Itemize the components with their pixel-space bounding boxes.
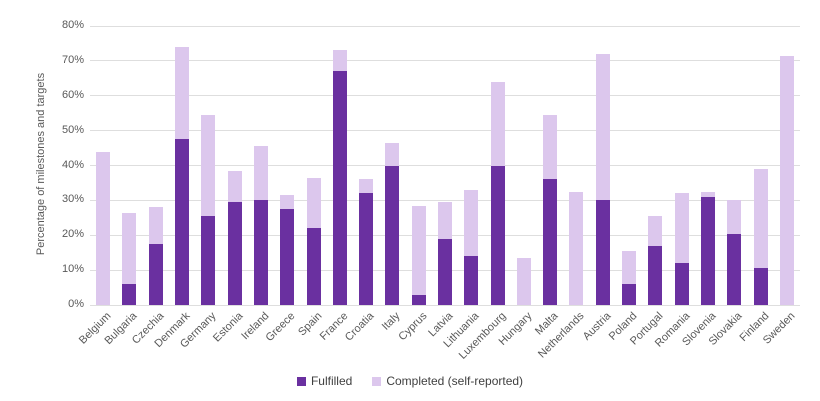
bar-fulfilled-malta bbox=[543, 179, 558, 305]
bar-group-croatia bbox=[353, 26, 379, 305]
y-tick-label-10%: 10% bbox=[61, 263, 84, 276]
legend: Fulfilled Completed (self-reported) bbox=[0, 374, 820, 388]
bar-fulfilled-portugal bbox=[648, 245, 663, 305]
bar-group-hungary bbox=[511, 26, 537, 305]
y-tick-label-20%: 20% bbox=[61, 228, 84, 241]
gridline-40% bbox=[90, 165, 800, 166]
gridline-0% bbox=[90, 304, 800, 306]
bar-fulfilled-spain bbox=[306, 228, 321, 305]
bar-fulfilled-ireland bbox=[253, 200, 268, 305]
legend-item-fulfilled: Fulfilled bbox=[296, 374, 353, 388]
bar-fulfilled-lithuania bbox=[464, 256, 479, 305]
bar-fulfilled-romania bbox=[674, 263, 689, 305]
y-tick-label-60%: 60% bbox=[61, 88, 84, 101]
bar-group-denmark bbox=[169, 26, 195, 305]
y-tick-label-50%: 50% bbox=[61, 123, 84, 136]
bar-completed-hungary bbox=[516, 257, 531, 305]
bar-group-poland bbox=[616, 26, 642, 305]
bar-group-greece bbox=[274, 26, 300, 305]
bar-fulfilled-czechia bbox=[148, 243, 163, 305]
bar-completed-sweden bbox=[779, 55, 794, 305]
gridline-60% bbox=[90, 95, 800, 97]
bar-group-italy bbox=[379, 26, 405, 305]
bar-group-germany bbox=[195, 26, 221, 305]
bar-group-latvia bbox=[432, 26, 458, 305]
bar-fulfilled-estonia bbox=[227, 202, 242, 305]
bar-completed-cyprus bbox=[411, 205, 426, 305]
legend-label-completed: Completed (self-reported) bbox=[386, 374, 524, 388]
gridline-50% bbox=[90, 130, 800, 132]
bar-group-austria bbox=[590, 26, 616, 305]
bar-fulfilled-italy bbox=[385, 165, 400, 305]
bar-group-bulgaria bbox=[116, 26, 142, 305]
bar-group-france bbox=[327, 26, 353, 305]
bar-fulfilled-slovakia bbox=[727, 233, 742, 305]
bar-fulfilled-croatia bbox=[359, 193, 374, 305]
bar-group-luxembourg bbox=[484, 26, 510, 305]
bar-fulfilled-denmark bbox=[175, 139, 190, 305]
bar-group-belgium bbox=[90, 26, 116, 305]
bar-fulfilled-slovenia bbox=[700, 196, 715, 305]
bar-fulfilled-austria bbox=[595, 200, 610, 305]
bar-fulfilled-greece bbox=[280, 209, 295, 305]
plot-area bbox=[90, 25, 800, 306]
bar-completed-belgium bbox=[96, 151, 111, 305]
bar-group-romania bbox=[669, 26, 695, 305]
bar-group-estonia bbox=[221, 26, 247, 305]
bar-group-finland bbox=[747, 26, 773, 305]
bar-completed-bulgaria bbox=[122, 212, 137, 305]
legend-swatch-fulfilled bbox=[296, 376, 306, 386]
bar-fulfilled-latvia bbox=[437, 238, 452, 305]
bar-group-slovenia bbox=[695, 26, 721, 305]
y-tick-label-70%: 70% bbox=[61, 53, 84, 66]
bar-fulfilled-poland bbox=[622, 284, 637, 305]
bar-group-cyprus bbox=[406, 26, 432, 305]
y-tick-label-40%: 40% bbox=[61, 158, 84, 171]
gridline-30% bbox=[90, 199, 800, 201]
bar-group-sweden bbox=[774, 26, 800, 305]
bar-fulfilled-bulgaria bbox=[122, 284, 137, 305]
bar-fulfilled-france bbox=[332, 71, 347, 305]
y-tick-label-30%: 30% bbox=[61, 193, 84, 206]
y-tick-label-80%: 80% bbox=[61, 19, 84, 31]
bar-group-netherlands bbox=[563, 26, 589, 305]
bar-fulfilled-luxembourg bbox=[490, 165, 505, 305]
gridline-70% bbox=[90, 60, 800, 62]
bar-group-lithuania bbox=[458, 26, 484, 305]
bar-completed-netherlands bbox=[569, 191, 584, 305]
bar-group-portugal bbox=[642, 26, 668, 305]
bar-fulfilled-finland bbox=[753, 268, 768, 305]
bar-group-spain bbox=[300, 26, 326, 305]
bar-fulfilled-germany bbox=[201, 216, 216, 305]
legend-swatch-completed bbox=[372, 376, 382, 386]
bar-group-slovakia bbox=[721, 26, 747, 305]
bar-group-malta bbox=[537, 26, 563, 305]
gridline-80% bbox=[90, 25, 800, 27]
bar-group-czechia bbox=[143, 26, 169, 305]
y-tick-label-0%: 0% bbox=[68, 298, 84, 310]
bar-fulfilled-cyprus bbox=[411, 294, 426, 305]
legend-item-completed: Completed (self-reported) bbox=[372, 374, 523, 388]
bar-group-ireland bbox=[248, 26, 274, 305]
legend-label-fulfilled: Fulfilled bbox=[310, 374, 353, 388]
